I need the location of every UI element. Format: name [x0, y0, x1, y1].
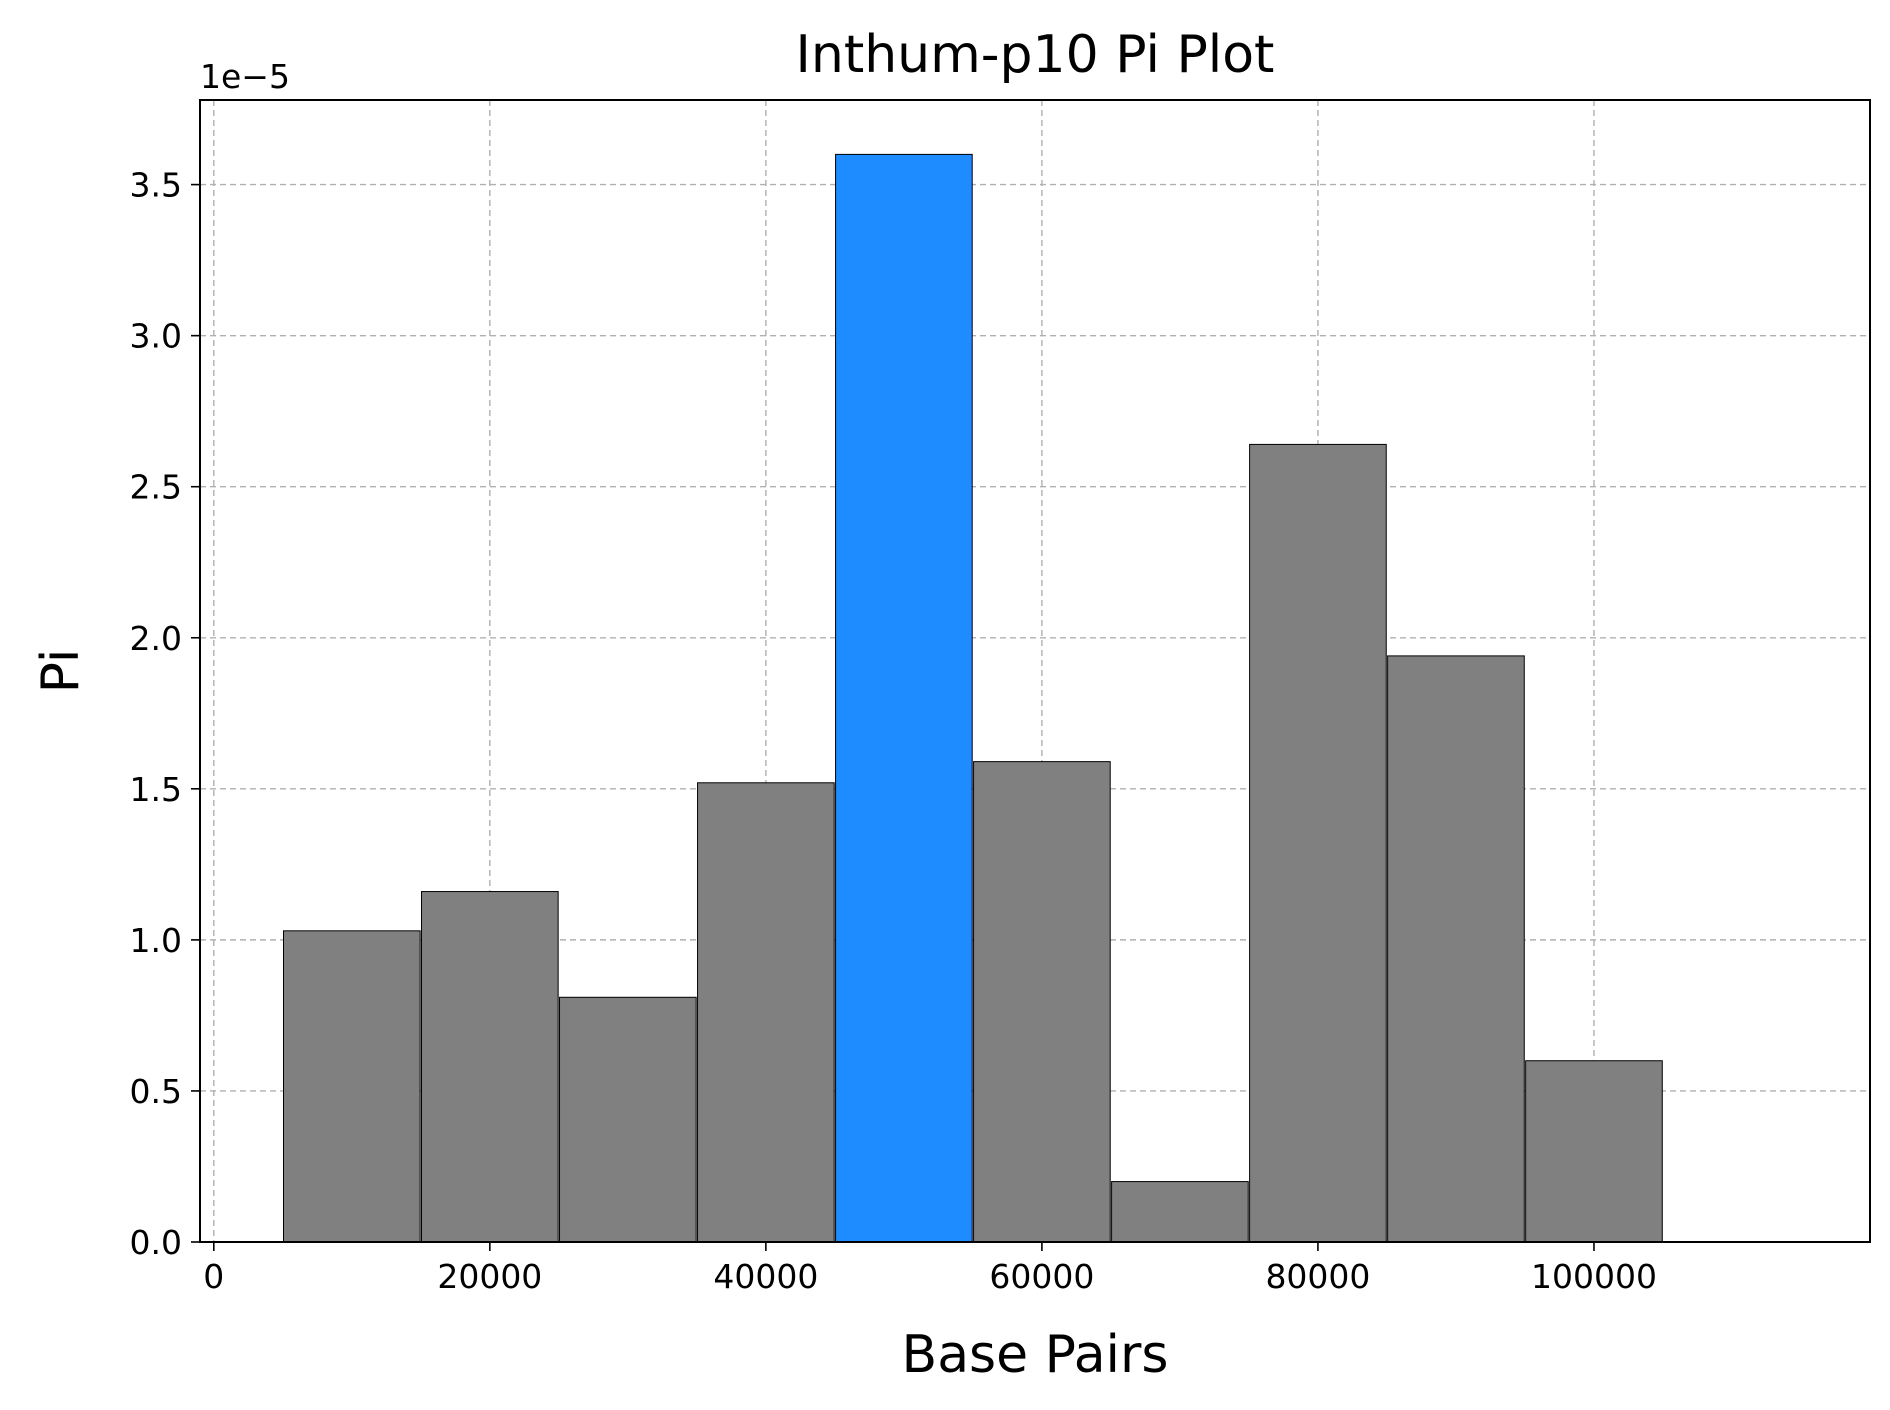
chart-title: Inthum-p10 Pi Plot	[796, 25, 1275, 85]
bar-90000	[1387, 655, 1525, 1243]
y-axis-ticks: 0.0 0.5 1.0 1.5 2.0 2.5 3.0 3.5	[130, 166, 200, 1262]
plot-frame	[199, 99, 1871, 1243]
x-axis-label: Base Pairs	[902, 1325, 1169, 1385]
y-tick-label-5: 2.5	[130, 468, 182, 507]
y-tick-label-7: 3.5	[130, 166, 182, 205]
x-axis-ticks: 0 20000 40000 60000 80000 100000	[203, 1242, 1657, 1296]
y-tick-label-4: 2.0	[130, 619, 182, 658]
x-tick-label-4: 80000	[1265, 1257, 1370, 1296]
y-tick-label-3: 1.5	[130, 770, 182, 809]
bar-100000	[1525, 1060, 1663, 1243]
y-scale-exponent: 1e−5	[200, 57, 290, 96]
bar-60000	[973, 761, 1111, 1243]
y-axis-label: Pi	[31, 649, 91, 694]
bar-70000	[1111, 1181, 1249, 1243]
bar-20000	[421, 891, 559, 1243]
bar-40000	[697, 782, 835, 1243]
y-tick-label-0: 0.0	[130, 1223, 182, 1262]
bar-80000	[1249, 443, 1387, 1243]
y-tick-label-1: 0.5	[130, 1072, 182, 1111]
bars	[283, 153, 1663, 1243]
bar-50000	[835, 153, 973, 1243]
y-tick-label-6: 3.0	[130, 317, 182, 356]
bar-30000	[559, 996, 697, 1243]
bar-10000	[283, 930, 421, 1243]
x-tick-label-2: 40000	[713, 1257, 818, 1296]
x-tick-label-5: 100000	[1531, 1257, 1657, 1296]
x-tick-label-0: 0	[203, 1257, 224, 1296]
x-tick-label-1: 20000	[437, 1257, 542, 1296]
y-tick-label-2: 1.0	[130, 921, 182, 960]
x-tick-label-3: 60000	[989, 1257, 1094, 1296]
